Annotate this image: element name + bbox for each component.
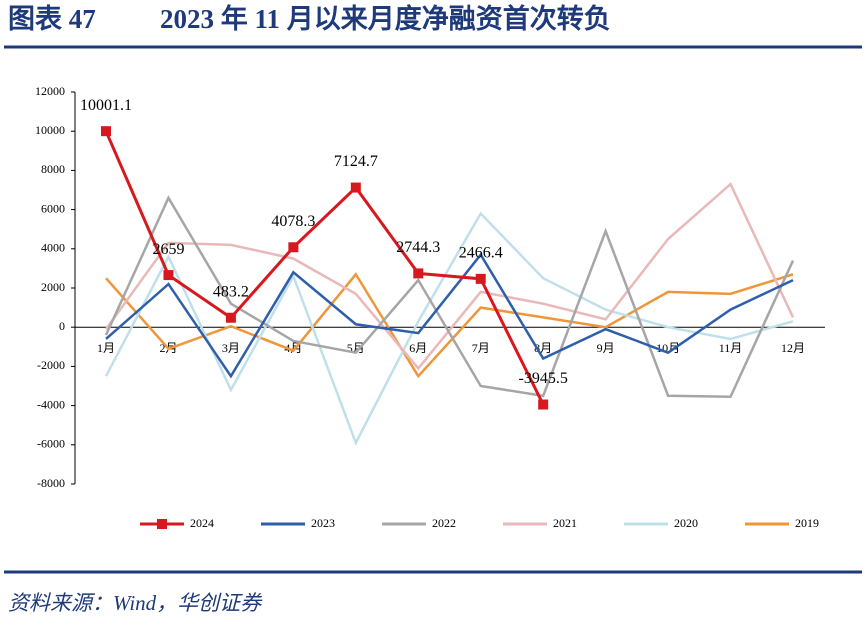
- series-line: [104, 211, 794, 446]
- legend-label: 2022: [432, 516, 456, 530]
- x-tick-label: 6月: [409, 341, 427, 355]
- point-marker: [413, 268, 424, 279]
- plot: -8000 -6000 -4000 -2000 0 2000 4000 6000 8000 100…: [35, 84, 825, 530]
- series-line: [104, 130, 545, 406]
- y-tick-label: 6000: [41, 201, 65, 215]
- x-tick-label: 1月: [97, 341, 115, 355]
- point-marker: [163, 270, 174, 281]
- series-line: [105, 252, 794, 379]
- point-marker: [538, 399, 549, 410]
- data-label: 2659: [152, 241, 184, 258]
- series-line: [104, 182, 795, 371]
- y-tick-label: -2000: [37, 358, 65, 372]
- data-label: 2466.4: [459, 245, 503, 262]
- legend-label: 2023: [311, 516, 335, 530]
- data-label: 2744.3: [396, 239, 440, 256]
- legend-label: 2024: [190, 516, 214, 530]
- data-label: 10001.1: [80, 97, 132, 114]
- point-marker: [288, 242, 299, 253]
- x-tick-label: 7月: [472, 341, 490, 355]
- x-tick-label: 11月: [719, 341, 743, 355]
- x-tick-label: 12月: [781, 341, 805, 355]
- data-label: 483.2: [213, 283, 249, 300]
- y-tick-label: 12000: [35, 84, 65, 98]
- x-tick-label: 9月: [597, 341, 615, 355]
- figure-label: 图表 47: [8, 4, 96, 34]
- point-marker: [350, 182, 361, 193]
- y-tick-label: 2000: [41, 280, 65, 294]
- y-tick-label: 8000: [41, 162, 65, 176]
- y-tick-label: 0: [59, 319, 65, 333]
- data-label: -3945.5: [519, 370, 568, 387]
- y-tick-label: -4000: [37, 397, 65, 411]
- data-label: 7124.7: [334, 153, 378, 170]
- figure-title: 2023 年 11 月以来月度净融资首次转负: [160, 3, 611, 34]
- series-line: [105, 272, 794, 379]
- y-tick-label: 10000: [35, 123, 65, 137]
- legend-label: 2019: [795, 516, 819, 530]
- legend-label: 2020: [674, 516, 698, 530]
- point-marker: [475, 273, 486, 284]
- y-tick-label: -8000: [37, 476, 65, 490]
- series-line: [104, 195, 795, 399]
- legend-label: 2021: [553, 516, 577, 530]
- y-tick-label: -6000: [37, 437, 65, 451]
- source: 资料来源：Wind，华创证券: [8, 591, 263, 615]
- data-label: 4078.3: [271, 213, 315, 230]
- legend-marker: [157, 519, 167, 529]
- x-tick-label: 3月: [222, 341, 240, 355]
- point-marker: [101, 126, 111, 137]
- y-tick-label: 4000: [41, 241, 65, 255]
- point-marker: [225, 312, 236, 323]
